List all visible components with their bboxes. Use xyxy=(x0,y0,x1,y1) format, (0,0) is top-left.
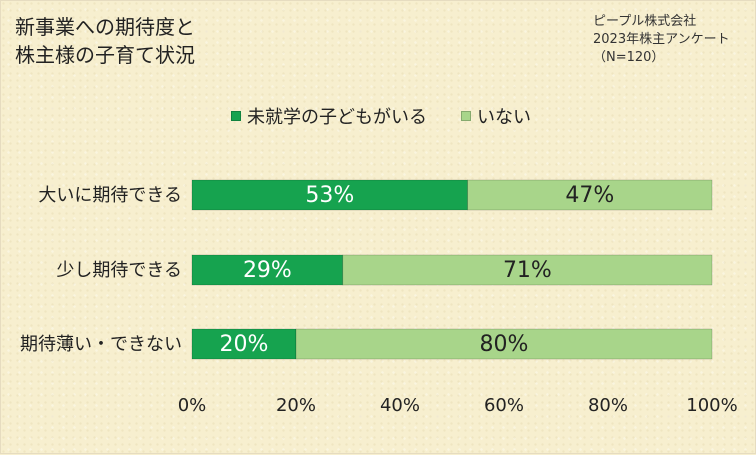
bar-segment xyxy=(191,254,344,286)
data-label: 71% xyxy=(503,258,552,283)
bar-segment xyxy=(191,179,468,211)
chart-legend: 未就学の子どもがいる いない xyxy=(231,104,531,128)
legend-label-series-1: 未就学の子どもがいる xyxy=(247,107,427,128)
category-label: 大いに期待できる xyxy=(38,185,182,206)
legend-item-series-2: いない xyxy=(461,103,531,129)
source-survey: 2023年株主アンケート xyxy=(593,32,730,47)
data-label: 47% xyxy=(565,183,614,208)
x-tick-label: 20% xyxy=(276,395,316,416)
x-tick-label: 0% xyxy=(178,395,207,416)
category-label: 少し期待できる xyxy=(56,260,182,281)
x-tick-label: 80% xyxy=(588,395,628,416)
data-label: 53% xyxy=(305,183,354,208)
x-tick-label: 100% xyxy=(686,395,737,416)
chart-title-line: 株主様の子育て状況 xyxy=(15,43,195,67)
data-label: 80% xyxy=(480,332,529,357)
bar-segment xyxy=(467,179,713,211)
x-tick-label: 60% xyxy=(484,395,524,416)
bar-segment xyxy=(191,328,297,360)
legend-swatch-series-2 xyxy=(461,111,471,121)
source-company: ピープル株式会社 xyxy=(593,14,697,29)
bar-segment xyxy=(295,328,713,360)
data-label: 20% xyxy=(220,332,269,357)
data-label: 29% xyxy=(243,258,292,283)
source-note: ピープル株式会社 2023年株主アンケート （N=120） xyxy=(593,13,730,67)
source-sample-size: （N=120） xyxy=(593,50,665,65)
legend-swatch-series-1 xyxy=(231,111,241,121)
legend-item-series-1: 未就学の子どもがいる xyxy=(231,103,427,129)
chart-title: 新事業への期待度と 株主様の子育て状況 xyxy=(15,13,195,69)
x-tick-label: 40% xyxy=(380,395,420,416)
category-label: 期待薄い・できない xyxy=(20,334,182,355)
legend-label-series-2: いない xyxy=(477,107,531,128)
bar-segment xyxy=(342,254,713,286)
chart-title-line: 新事業への期待度と xyxy=(15,15,195,39)
